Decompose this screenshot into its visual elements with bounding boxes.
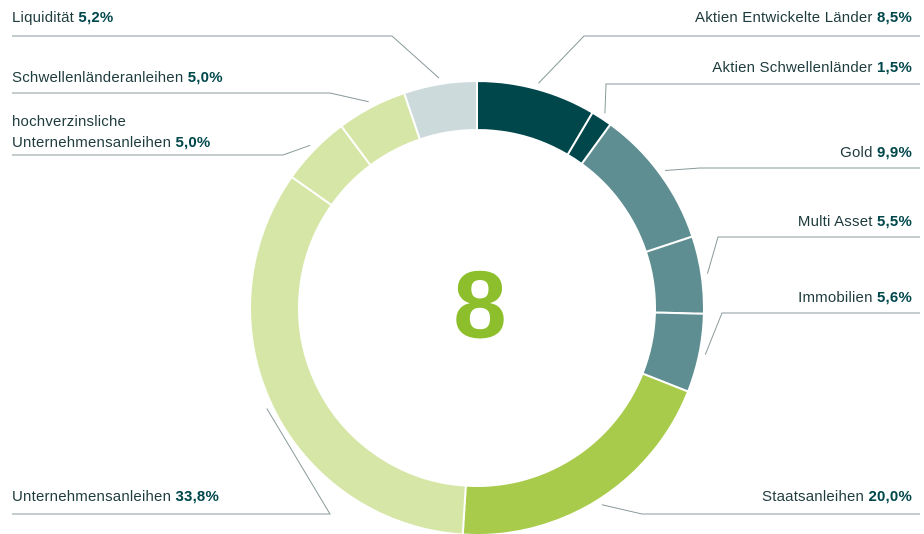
center-label: 8 (453, 251, 506, 358)
segment-label: Staatsanleihen 20,0% (762, 486, 912, 507)
category-name: Schwellenländeranleihen (12, 69, 184, 86)
category-name: Aktien Entwickelte Länder (695, 9, 873, 26)
segment-label: Liquidität 5,2% (12, 7, 113, 28)
value-label: 9,9% (877, 144, 912, 161)
value-label: 8,5% (877, 9, 912, 26)
value-label: 5,5% (877, 213, 912, 230)
value-label: 5,0% (187, 69, 223, 86)
category-name: Unternehmensanleihen (12, 488, 172, 505)
value-label: 5,2% (78, 9, 114, 26)
segment-label: Immobilien 5,6% (798, 287, 912, 308)
category-name: Liquidität (12, 9, 75, 26)
leader-line (706, 236, 920, 274)
category-name: Immobilien (798, 289, 873, 306)
leader-line (704, 312, 920, 355)
category-name: Multi Asset (797, 213, 873, 230)
value-label: 33,8% (175, 488, 220, 505)
segment-label: Schwellenländeranleihen 5,0% (12, 67, 223, 88)
leader-line (665, 167, 920, 171)
leader-line (12, 92, 369, 103)
donut-segment (644, 235, 705, 315)
segment-label: hochverzinsliche Unternehmensanleihen 5,… (12, 111, 262, 153)
segment-label: Aktien Entwickelte Länder 8,5% (695, 7, 912, 28)
leader-line (538, 35, 920, 84)
donut-segment (249, 175, 467, 534)
category-name: Gold (840, 144, 873, 161)
donut-segment (461, 372, 690, 534)
category-name: Aktien Schwellenländer (712, 59, 873, 76)
segment-label: Aktien Schwellenländer 1,5% (712, 57, 912, 78)
value-label: 5,0% (175, 134, 211, 151)
donut-segment (580, 122, 694, 254)
value-label: 5,6% (877, 289, 912, 306)
category-name: Staatsanleihen (762, 488, 865, 505)
segment-label: Gold 9,9% (840, 142, 912, 163)
leader-line (12, 35, 440, 79)
leader-line (601, 504, 920, 515)
leader-line (604, 83, 920, 114)
category-name: hochverzinsliche Unternehmensanleihen (12, 113, 172, 151)
leader-line (12, 408, 331, 515)
donut-segment (402, 79, 478, 141)
segment-label: Unternehmensanleihen 33,8% (12, 486, 219, 507)
leader-line (12, 144, 311, 156)
value-label: 1,5% (877, 59, 912, 76)
value-label: 20,0% (868, 488, 912, 505)
segment-label: Multi Asset 5,5% (798, 211, 912, 232)
